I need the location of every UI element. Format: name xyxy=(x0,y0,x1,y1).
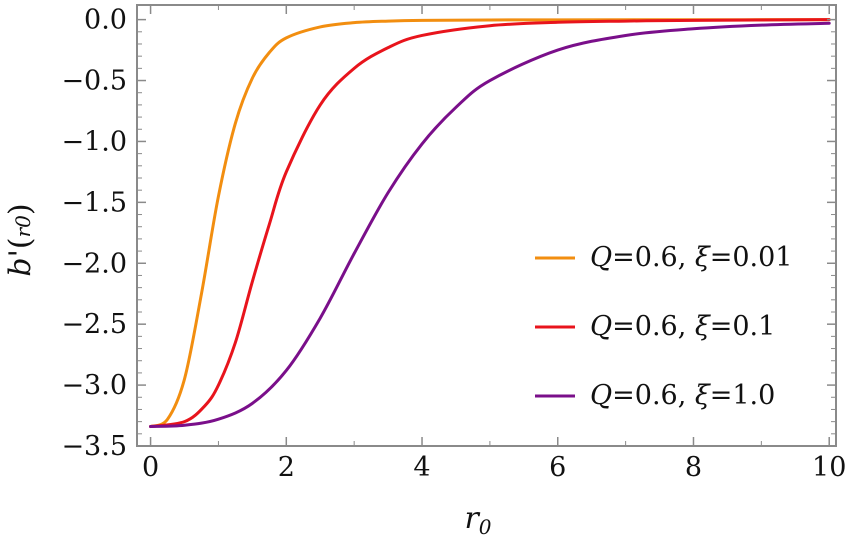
x-axis-label: r0 xyxy=(464,501,491,539)
y-tick-label: 0.0 xyxy=(84,5,127,36)
series-line-2 xyxy=(149,18,831,429)
x-tick-label: 8 xyxy=(685,452,702,483)
legend-label: Q=0.6, ξ=1.0 xyxy=(590,380,775,411)
x-tick-label: 10 xyxy=(812,452,846,483)
y-tick-label: −3.0 xyxy=(61,370,127,401)
legend-label: Q=0.6, ξ=0.1 xyxy=(590,311,775,342)
legend-item-2: Q=0.6, ξ=0.1 xyxy=(535,311,775,342)
axis-ticks: 0 2 4 6 8 10 0.0 −0.5 −1.0 −1.5 −2.0 −2.5 −3.0 −3.5 xyxy=(61,5,846,483)
legend: Q=0.6, ξ=0.01 Q=0.6, ξ=0.1 Q=0.6, ξ=1.0 xyxy=(535,242,793,411)
legend-item-1: Q=0.6, ξ=0.01 xyxy=(535,242,793,273)
y-axis-label: b'(r0) xyxy=(3,203,38,276)
x-tick-label: 6 xyxy=(549,452,566,483)
y-tick-label: −1.5 xyxy=(61,187,127,218)
x-tick-label: 4 xyxy=(413,452,430,483)
legend-label: Q=0.6, ξ=0.01 xyxy=(590,242,793,273)
plot-border xyxy=(136,4,837,447)
y-tick-label: −2.5 xyxy=(61,309,127,340)
series-line-3 xyxy=(149,21,831,429)
x-tick-label: 2 xyxy=(278,452,295,483)
legend-item-3: Q=0.6, ξ=1.0 xyxy=(535,380,775,411)
y-tick-label: −0.5 xyxy=(61,66,127,97)
y-tick-label: −1.0 xyxy=(61,126,127,157)
x-tick-label: 0 xyxy=(142,452,159,483)
series-layer xyxy=(149,18,831,429)
y-tick-label: −3.5 xyxy=(61,431,127,462)
plot-frame xyxy=(136,4,837,447)
series-line-1 xyxy=(149,18,831,429)
y-tick-label: −2.0 xyxy=(61,248,127,279)
